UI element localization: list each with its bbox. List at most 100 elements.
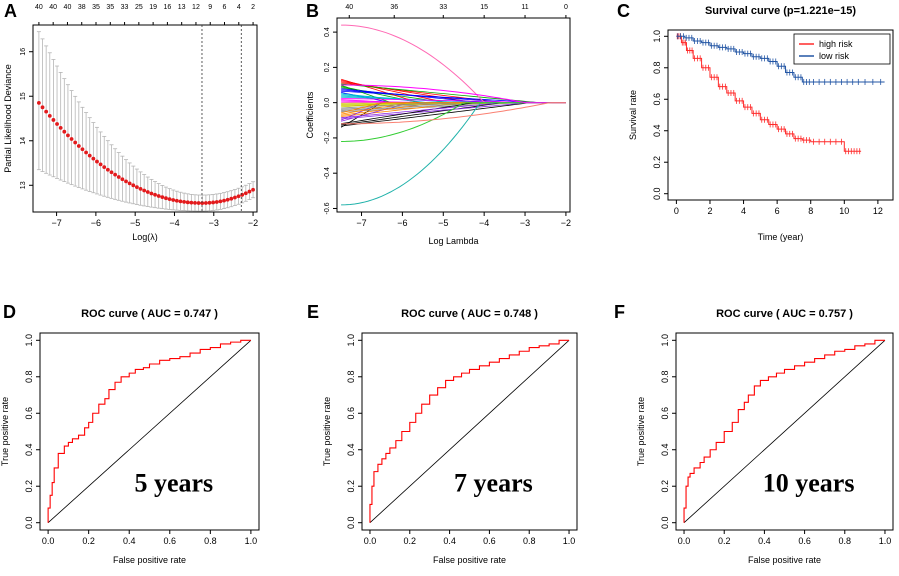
deviance-point bbox=[135, 185, 139, 190]
deviance-point bbox=[193, 201, 197, 205]
top-tick-label: 0 bbox=[564, 4, 568, 11]
y-tick-label: 0.0 bbox=[346, 516, 356, 529]
deviance-point bbox=[131, 183, 136, 188]
deviance-point bbox=[185, 200, 190, 205]
x-axis-title: Time (year) bbox=[758, 232, 804, 242]
panel-label-d: D bbox=[3, 302, 16, 322]
y-tick-label: 15 bbox=[20, 92, 27, 100]
coefficient-path-highlight bbox=[341, 24, 566, 104]
deviance-point bbox=[218, 199, 223, 204]
deviance-point bbox=[225, 197, 230, 202]
deviance-point bbox=[189, 200, 194, 205]
deviance-point bbox=[196, 201, 201, 205]
deviance-point bbox=[109, 170, 114, 175]
y-tick-label: 1.0 bbox=[346, 334, 356, 347]
roc-curve bbox=[47, 339, 251, 523]
deviance-point bbox=[105, 167, 110, 172]
x-axis-title: False positive rate bbox=[113, 555, 186, 565]
top-tick-label: 4 bbox=[237, 4, 241, 11]
x-axis-title: Log Lambda bbox=[428, 236, 478, 246]
y-tick-label: 16 bbox=[20, 48, 27, 56]
top-tick-label: 40 bbox=[64, 4, 72, 11]
diagonal-reference bbox=[47, 339, 252, 524]
x-axis-title: False positive rate bbox=[433, 555, 506, 565]
deviance-point bbox=[116, 175, 121, 179]
y-tick-label: 0.2 bbox=[652, 156, 662, 169]
x-tick-label: 1.0 bbox=[245, 536, 258, 546]
deviance-point bbox=[164, 196, 168, 201]
y-tick-label: 14 bbox=[20, 137, 27, 145]
chart-lasso-deviance: −7 −6 −5 −4 −3 −2 13 14 15 16 Log(λ) Partial Likeli… bbox=[3, 4, 258, 242]
years-annotation: 7 years bbox=[454, 469, 533, 498]
top-tick-label: 33 bbox=[121, 4, 129, 11]
x-tick-label: −5 bbox=[438, 218, 448, 228]
deviance-point bbox=[233, 195, 237, 200]
deviance-point bbox=[160, 195, 165, 200]
top-tick-label: 40 bbox=[49, 4, 57, 11]
years-annotation: 5 years bbox=[134, 469, 213, 498]
top-tick-label: 19 bbox=[149, 4, 157, 11]
x-tick-label: 10 bbox=[839, 206, 849, 216]
panel-label-a: A bbox=[4, 1, 17, 21]
x-axis-title: False positive rate bbox=[748, 555, 821, 565]
y-tick-label: -0.2 bbox=[324, 132, 331, 144]
deviance-point bbox=[171, 198, 176, 202]
y-tick-label: 13 bbox=[20, 181, 27, 189]
y-axis-title: True positive rate bbox=[322, 397, 332, 466]
y-axis-title: Survival rate bbox=[628, 90, 638, 140]
top-tick-label: 40 bbox=[35, 4, 43, 11]
deviance-point bbox=[80, 147, 85, 152]
plot-title: ROC curve ( AUC = 0.757 ) bbox=[716, 308, 853, 320]
x-tick-label: 0.4 bbox=[443, 536, 456, 546]
x-tick-label: −6 bbox=[91, 218, 101, 228]
coefficient-path-highlight bbox=[341, 102, 566, 125]
y-tick-label: 0.6 bbox=[24, 407, 34, 420]
deviance-point bbox=[73, 140, 78, 145]
deviance-point bbox=[44, 109, 49, 114]
top-tick-label: 6 bbox=[223, 4, 227, 11]
y-tick-label: 0.6 bbox=[346, 407, 356, 420]
years-annotation: 10 years bbox=[763, 469, 855, 498]
x-tick-label: 0.6 bbox=[164, 536, 177, 546]
deviance-point bbox=[243, 191, 248, 196]
deviance-point bbox=[55, 122, 59, 126]
deviance-point bbox=[203, 201, 208, 205]
x-tick-label: 0.8 bbox=[523, 536, 536, 546]
x-tick-label: 0.0 bbox=[678, 536, 691, 546]
deviance-point bbox=[211, 200, 216, 205]
deviance-point bbox=[145, 190, 150, 194]
legend-box bbox=[793, 33, 891, 65]
y-tick-label: 0.8 bbox=[24, 371, 34, 384]
y-tick-label: 0.2 bbox=[346, 480, 356, 493]
deviance-point bbox=[156, 194, 161, 198]
roc-curve bbox=[683, 339, 885, 523]
deviance-point bbox=[40, 105, 45, 110]
x-tick-label: 0.0 bbox=[42, 536, 55, 546]
y-tick-label: 0.0 bbox=[24, 516, 34, 529]
legend-label: low risk bbox=[819, 51, 850, 61]
x-tick-label: 2 bbox=[707, 206, 712, 216]
x-tick-label: 0.2 bbox=[718, 536, 731, 546]
deviance-point bbox=[69, 137, 74, 141]
x-tick-label: 0.4 bbox=[758, 536, 771, 546]
x-tick-label: −2 bbox=[561, 218, 571, 228]
deviance-point bbox=[84, 150, 88, 155]
deviance-point bbox=[76, 144, 81, 148]
deviance-point bbox=[36, 101, 41, 105]
x-tick-label: 0.4 bbox=[123, 536, 136, 546]
deviance-point bbox=[58, 125, 63, 130]
x-tick-label: −2 bbox=[248, 218, 258, 228]
y-tick-label: 0.8 bbox=[346, 371, 356, 384]
top-tick-label: 13 bbox=[178, 4, 186, 11]
x-tick-label: 12 bbox=[873, 206, 883, 216]
deviance-point bbox=[98, 162, 103, 167]
deviance-point bbox=[47, 113, 52, 118]
deviance-point bbox=[236, 194, 241, 199]
plot-frame bbox=[32, 24, 258, 213]
deviance-point bbox=[167, 197, 172, 202]
chart-roc-5-years: 0.0 0.2 0.4 0.6 0.8 1.0 0.0 0.2 0.4 0.6 0.8 1.0 Fals… bbox=[0, 308, 260, 565]
deviance-point bbox=[174, 198, 179, 203]
top-tick-label: 11 bbox=[521, 4, 528, 11]
deviance-point bbox=[207, 200, 212, 205]
x-tick-label: 8 bbox=[808, 206, 813, 216]
